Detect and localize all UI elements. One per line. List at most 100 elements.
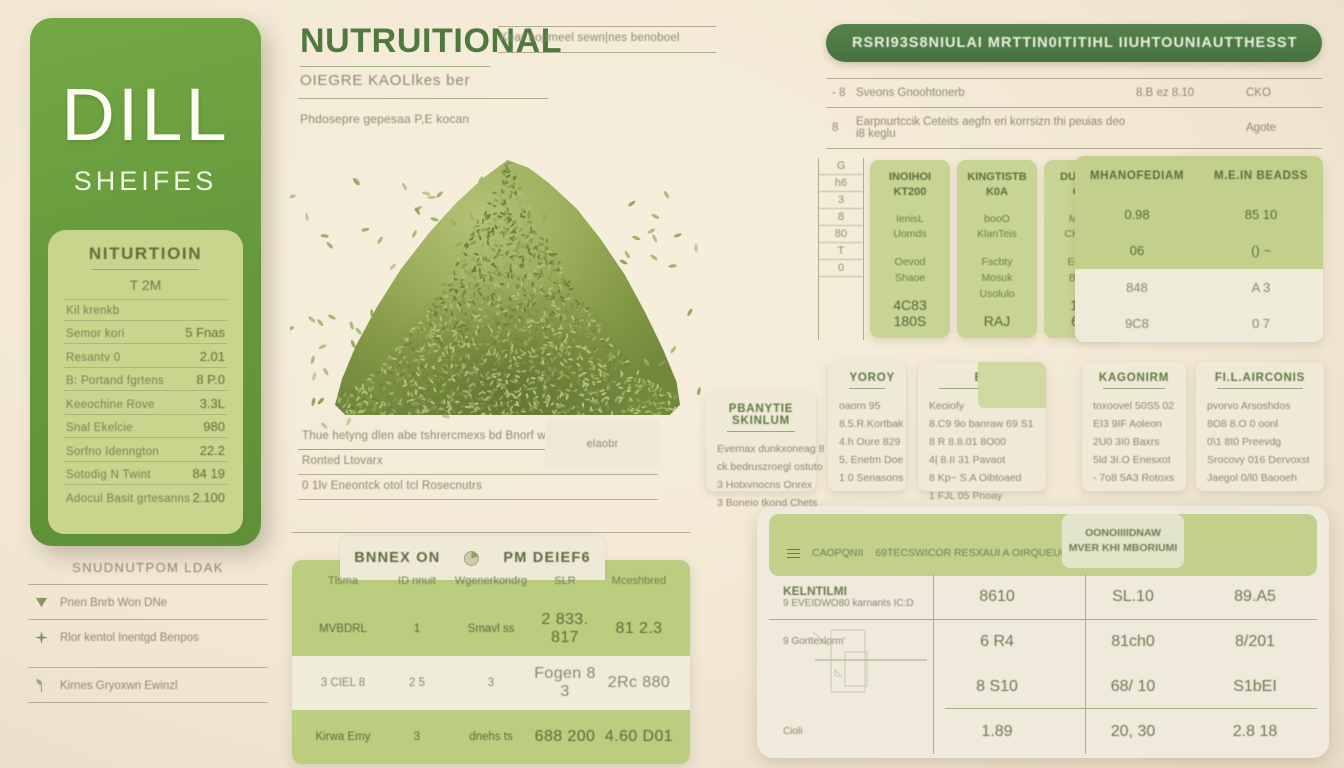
mini-card-line: 8.5.R.Kortbak bbox=[839, 418, 904, 431]
row-value: 89.A5 bbox=[1234, 587, 1276, 605]
table-cell: Smavl ss bbox=[467, 623, 515, 635]
sparkle-icon bbox=[34, 630, 49, 645]
nutrition-row-label: Sorfno Idenngton bbox=[66, 445, 160, 458]
center-subtitle: OIEGRE KAOLlkes ber bbox=[300, 72, 471, 89]
mini-card-line: Srocovy 016 Dervoxst bbox=[1207, 454, 1310, 467]
axis-tick: 3 bbox=[818, 192, 864, 209]
mini-card-badge bbox=[978, 362, 1046, 408]
bottom-right-header-inner: CAOPQNII 69TECSWICOR RESXAUI A OIRQUEUC bbox=[787, 540, 1132, 566]
divider bbox=[298, 98, 548, 99]
divider bbox=[1217, 388, 1303, 389]
column-footer: 180S bbox=[893, 313, 927, 329]
axis-tick: G bbox=[818, 158, 864, 175]
mini-card-line: Jaegol 0/l0 Baooeh bbox=[1207, 472, 1297, 485]
row-value: 8610 bbox=[979, 587, 1015, 605]
mini-card-line: 5ld 3I.O Enesxot bbox=[1093, 454, 1171, 467]
menu-icon[interactable] bbox=[787, 548, 800, 558]
table-tab-right-label: PM DEIEF6 bbox=[503, 550, 591, 566]
nutrition-row-value: 980 bbox=[203, 419, 225, 434]
divider bbox=[498, 52, 716, 53]
hero-nutrition-panel: NITURTIOIN T 2M Kil krenkb Semor kori 5 Fn… bbox=[48, 230, 243, 534]
column-mid: booO KlanTeis bbox=[977, 212, 1017, 241]
nutrition-row: Keeochine Rove 3.3L bbox=[64, 390, 227, 414]
top-right-banner: RSRI93S8NIULAI MRTTIN0ITITIHL IIUHTOUNIA… bbox=[826, 24, 1322, 62]
table-cell: 688 200 bbox=[534, 728, 596, 745]
line-chart-icon bbox=[812, 629, 927, 693]
mini-card-line: 8.C9 9o banraw 69 S1 bbox=[929, 418, 1034, 431]
column-number: 4C83 bbox=[893, 296, 927, 313]
column-header: Tlsma bbox=[328, 575, 358, 587]
benefits-list-title: SNUDNUTPOM LDAK bbox=[72, 560, 224, 575]
list-item[interactable]: Pnen Bnrb Won DNe bbox=[28, 584, 268, 619]
nutrition-row: Snal Ekelcie 980 bbox=[64, 413, 227, 438]
hero-nutrition-rows: Kil krenkb Semor kori 5 Fnas Resantv 0 2.01 B… bbox=[64, 299, 227, 508]
row-value: SL.10 bbox=[1112, 587, 1154, 605]
table-row: 0.98 85 10 bbox=[1075, 196, 1323, 233]
row-value: 8/201 bbox=[1234, 632, 1276, 650]
list-item[interactable]: Kirnes Gryoxwn Ewinzl bbox=[28, 667, 268, 703]
row-value: 1.89 bbox=[981, 722, 1013, 740]
table-tab[interactable]: BNNEX ON PM DEIEF6 bbox=[340, 536, 605, 580]
table-tab-left-label: BNNEX ON bbox=[354, 550, 441, 566]
divider bbox=[727, 431, 795, 432]
bottom-right-tab[interactable]: OONOIIIIDNAW MVER KHI MBORIUMI bbox=[1062, 514, 1184, 568]
data-row: 8 S10 68/ 10 S1bEI bbox=[769, 664, 1317, 709]
mid-right-column: KINGTISTB K0A booO KlanTeis Fscbty Mosuk Usolu… bbox=[957, 160, 1037, 338]
table-cell: 3 CIEL 8 bbox=[320, 677, 366, 689]
nutrition-row: Adocul Basit grtesanns 2.100 bbox=[64, 484, 227, 508]
nutrition-row-label: B: Portand fgrtens bbox=[66, 375, 165, 387]
mini-card-line: 3 Boneio tkond Chets bbox=[717, 497, 818, 510]
mini-card: PBANYTIE SKINLUM Evernax dunkxoneag 8 ck b… bbox=[706, 393, 824, 509]
column-header: MHANOFEDIAM bbox=[1089, 170, 1185, 182]
divider bbox=[1103, 388, 1165, 389]
row-unit: CKO bbox=[1246, 87, 1271, 99]
scattered-seeds-icon bbox=[290, 176, 701, 429]
row-value: S1bEI bbox=[1233, 677, 1277, 695]
axis-tick: 8 bbox=[818, 209, 864, 226]
nutrition-row: Sorfno Idenngton 22.2 bbox=[64, 437, 227, 461]
divider bbox=[292, 532, 690, 533]
row-label-cell: Cioli bbox=[769, 726, 921, 737]
table-cell: 848 bbox=[1126, 279, 1148, 295]
mini-card-line: 4.h Oure 829 bbox=[839, 436, 901, 449]
list-item[interactable]: Rlor kentol Inentgd Benpos bbox=[28, 619, 268, 654]
nutrition-row-label: Snal Ekelcie bbox=[66, 422, 133, 434]
table-cell: 0.98 bbox=[1124, 206, 1150, 222]
row-index: - 8 bbox=[832, 87, 846, 99]
nutrition-row: Sotodig N Twint 84 19 bbox=[64, 460, 227, 485]
divider bbox=[1085, 574, 1086, 754]
bottom-right-header-bar bbox=[769, 514, 1317, 576]
column-header: SLR bbox=[554, 575, 576, 587]
list-item-label: Rlor kentol Inentgd Benpos bbox=[60, 631, 199, 644]
bottom-right-header-center: 69TECSWICOR RESXAUI A OIRQUEUC bbox=[875, 547, 1069, 559]
axis-tick: 80 bbox=[818, 226, 864, 243]
table-cell: 2Rc 880 bbox=[607, 674, 671, 691]
row-value: 68/ 10 bbox=[1110, 677, 1156, 695]
table-cell: Kirwa Emy bbox=[315, 731, 371, 743]
mini-card-line: 8 R 8.8.01 8O00 bbox=[929, 436, 1007, 449]
nutrition-row-label: Adocul Basit grtesanns bbox=[66, 492, 191, 505]
row-sublabel: Cioli bbox=[783, 726, 803, 737]
divider bbox=[498, 26, 716, 27]
row-label: Sveons Gnoohtonerb bbox=[856, 87, 965, 99]
center-mid-row: 0 1lv Eneontck otol tcl Rosecnutrs bbox=[302, 480, 483, 492]
mini-card-title: KAGONIRM bbox=[1098, 372, 1170, 384]
table-row: 3 CIEL 8 2 5 3 Fogen 8 3 2Rc 880 bbox=[292, 656, 690, 710]
mini-card: FI.L.AIRCONIS pvorvo Arsoshdos 8O8 8.O 0 o… bbox=[1196, 362, 1324, 491]
row-value: 6 R4 bbox=[980, 632, 1014, 650]
list-item-label: Pnen Bnrb Won DNe bbox=[60, 596, 168, 609]
center-mid-notes: Thue hetyng dlen abe tshrercmexs bd Bnor… bbox=[298, 425, 658, 500]
mini-card-subtitle: Keoiofy bbox=[929, 400, 965, 412]
table-cell: A 3 bbox=[1251, 279, 1271, 295]
column-mid: Fscbty Mosuk Usolulo bbox=[979, 256, 1015, 300]
table-row: 9C8 0 7 bbox=[1075, 305, 1323, 342]
mini-card-title: PBANYTIE SKINLUM bbox=[728, 403, 794, 427]
table-cell: MVBDRL bbox=[319, 623, 367, 635]
pie-chart-icon bbox=[464, 550, 480, 566]
center-mid-row: Ronted Ltovarx bbox=[302, 455, 383, 467]
mini-card-line: 5, Enetm Doe bbox=[839, 454, 904, 467]
table-cell: dnehs ts bbox=[469, 731, 513, 743]
mid-right-table: MHANOFEDIAM M.E.IN BEADSS 0.98 85 10 06 () ~… bbox=[1075, 156, 1323, 342]
nutrition-row-value: 84 19 bbox=[192, 466, 225, 481]
